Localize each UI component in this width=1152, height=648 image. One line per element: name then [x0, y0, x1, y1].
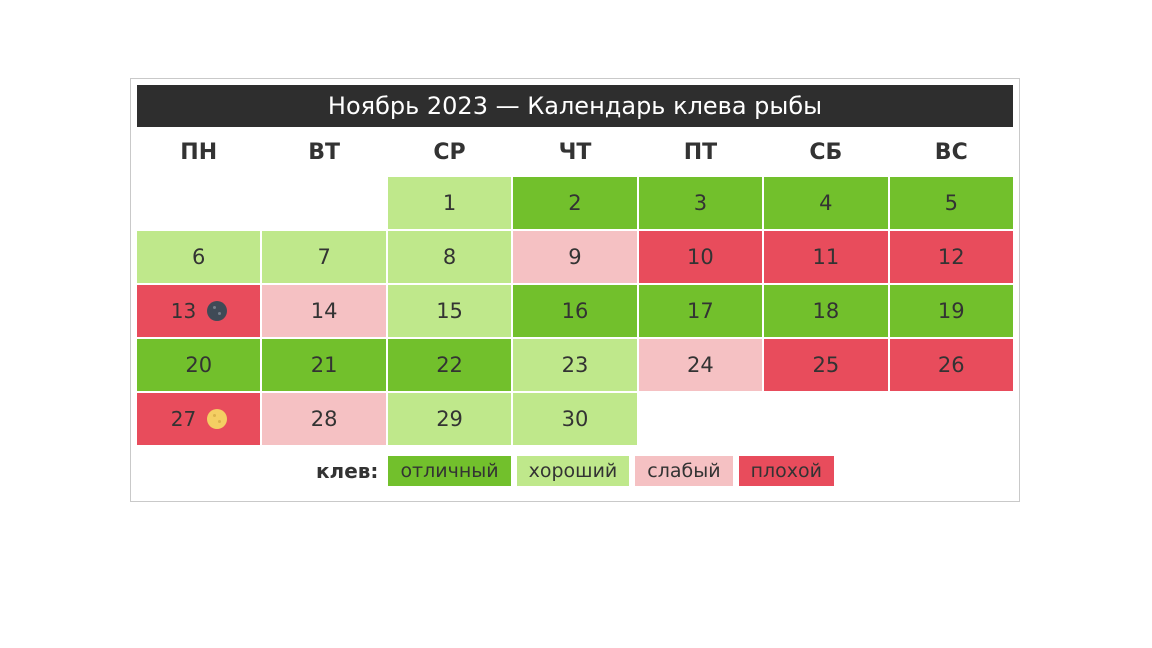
day-number: 7: [317, 245, 330, 269]
calendar-day-cell[interactable]: 9: [512, 230, 637, 284]
day-number: 20: [185, 353, 212, 377]
day-number: 16: [562, 299, 589, 323]
weekday-mon: ПН: [136, 128, 261, 176]
calendar-week-row: 6 7 8 9 10 11 12: [136, 230, 1014, 284]
calendar-week-row: 13 14 15 16 17 18 19: [136, 284, 1014, 338]
day-number: 27: [171, 407, 196, 431]
legend-chip-excellent: отличный: [388, 456, 510, 486]
calendar-week-row: 27 28 29 30: [136, 392, 1014, 446]
calendar-day-cell[interactable]: 13: [136, 284, 261, 338]
weekday-thu: ЧТ: [512, 128, 637, 176]
day-number: 28: [311, 407, 338, 431]
calendar-day-cell[interactable]: 7: [261, 230, 386, 284]
calendar-day-cell[interactable]: 27: [136, 392, 261, 446]
day-number: 21: [311, 353, 338, 377]
new-moon-icon: [207, 301, 227, 321]
day-number: 18: [812, 299, 839, 323]
weekday-sat: СБ: [763, 128, 888, 176]
day-number: 9: [568, 245, 581, 269]
day-number: 26: [938, 353, 965, 377]
day-number: 13: [171, 299, 196, 323]
calendar-empty-cell: [763, 392, 888, 446]
day-number: 10: [687, 245, 714, 269]
legend: клев: отличныйхорошийслабыйплохой: [137, 456, 1013, 486]
calendar-day-cell[interactable]: 14: [261, 284, 386, 338]
calendar-day-cell[interactable]: 26: [889, 338, 1014, 392]
day-number: 29: [436, 407, 463, 431]
calendar-title: Ноябрь 2023 — Календарь клева рыбы: [136, 84, 1014, 128]
legend-chip-weak: слабый: [635, 456, 732, 486]
calendar-day-cell[interactable]: 6: [136, 230, 261, 284]
weekday-header-row: ПН ВТ СР ЧТ ПТ СБ ВС: [136, 128, 1014, 176]
calendar-container: Ноябрь 2023 — Календарь клева рыбы ПН ВТ…: [130, 78, 1020, 502]
day-number: 5: [945, 191, 958, 215]
calendar-empty-cell: [261, 176, 386, 230]
legend-chip-bad: плохой: [739, 456, 834, 486]
calendar-day-cell[interactable]: 8: [387, 230, 512, 284]
calendar-day-cell[interactable]: 5: [889, 176, 1014, 230]
calendar-empty-cell: [136, 176, 261, 230]
calendar-day-cell[interactable]: 22: [387, 338, 512, 392]
weekday-sun: ВС: [889, 128, 1014, 176]
calendar-day-cell[interactable]: 30: [512, 392, 637, 446]
day-number: 30: [562, 407, 589, 431]
calendar-day-cell[interactable]: 19: [889, 284, 1014, 338]
bite-calendar-table: Ноябрь 2023 — Календарь клева рыбы ПН ВТ…: [135, 83, 1015, 497]
day-number: 8: [443, 245, 456, 269]
calendar-day-cell[interactable]: 3: [638, 176, 763, 230]
calendar-day-cell[interactable]: 18: [763, 284, 888, 338]
weekday-fri: ПТ: [638, 128, 763, 176]
legend-cell: клев: отличныйхорошийслабыйплохой: [136, 446, 1014, 496]
day-number: 25: [812, 353, 839, 377]
day-number: 19: [938, 299, 965, 323]
calendar-day-cell[interactable]: 1: [387, 176, 512, 230]
calendar-day-cell[interactable]: 4: [763, 176, 888, 230]
day-number: 11: [812, 245, 839, 269]
day-number: 23: [562, 353, 589, 377]
day-number: 3: [694, 191, 707, 215]
calendar-day-cell[interactable]: 29: [387, 392, 512, 446]
day-number: 17: [687, 299, 714, 323]
calendar-week-row: 1 2 3 4 5: [136, 176, 1014, 230]
calendar-day-cell[interactable]: 12: [889, 230, 1014, 284]
legend-chip-good: хороший: [517, 456, 630, 486]
full-moon-icon: [207, 409, 227, 429]
weekday-tue: ВТ: [261, 128, 386, 176]
day-number: 2: [568, 191, 581, 215]
calendar-empty-cell: [638, 392, 763, 446]
weekday-wed: СР: [387, 128, 512, 176]
calendar-day-cell[interactable]: 21: [261, 338, 386, 392]
day-number: 22: [436, 353, 463, 377]
calendar-day-cell[interactable]: 17: [638, 284, 763, 338]
day-number: 12: [938, 245, 965, 269]
day-number: 14: [311, 299, 338, 323]
legend-label: клев:: [316, 459, 378, 483]
day-number: 15: [436, 299, 463, 323]
calendar-week-row: 20 21 22 23 24 25 26: [136, 338, 1014, 392]
calendar-day-cell[interactable]: 25: [763, 338, 888, 392]
calendar-day-cell[interactable]: 2: [512, 176, 637, 230]
calendar-day-cell[interactable]: 15: [387, 284, 512, 338]
calendar-day-cell[interactable]: 11: [763, 230, 888, 284]
day-number: 4: [819, 191, 832, 215]
calendar-empty-cell: [889, 392, 1014, 446]
calendar-day-cell[interactable]: 20: [136, 338, 261, 392]
day-number: 6: [192, 245, 205, 269]
calendar-day-cell[interactable]: 10: [638, 230, 763, 284]
calendar-day-cell[interactable]: 24: [638, 338, 763, 392]
day-number: 24: [687, 353, 714, 377]
calendar-day-cell[interactable]: 23: [512, 338, 637, 392]
day-number: 1: [443, 191, 456, 215]
calendar-day-cell[interactable]: 16: [512, 284, 637, 338]
calendar-day-cell[interactable]: 28: [261, 392, 386, 446]
